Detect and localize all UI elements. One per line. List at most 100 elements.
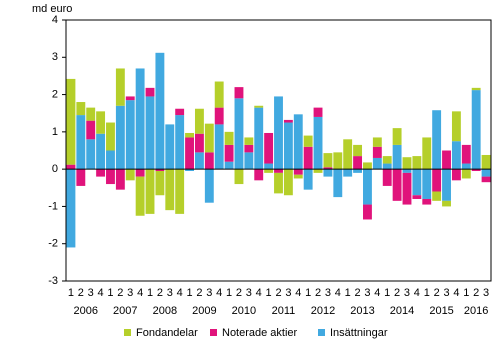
x-tick-label: 1 xyxy=(345,287,351,299)
x-tick-label: 1 xyxy=(424,287,430,299)
bar xyxy=(244,152,254,170)
legend-swatch xyxy=(124,329,131,336)
x-tick-label: 4 xyxy=(414,287,420,299)
bar xyxy=(442,150,451,170)
bar xyxy=(323,153,333,168)
x-tick-label: 2 xyxy=(315,287,321,299)
bar xyxy=(115,68,125,106)
bar xyxy=(274,172,283,194)
x-tick-label: 4 xyxy=(256,287,262,299)
bar xyxy=(96,133,106,170)
year-label: 2015 xyxy=(429,305,453,317)
bar xyxy=(76,115,86,170)
x-tick-label: 2 xyxy=(117,287,123,299)
bar xyxy=(363,169,372,205)
bar xyxy=(293,114,303,170)
x-tick-label: 1 xyxy=(68,287,74,299)
bar xyxy=(323,167,333,170)
bar xyxy=(264,169,274,173)
bar xyxy=(363,162,372,170)
bar xyxy=(343,139,353,170)
bar xyxy=(155,171,165,196)
year-label: 2012 xyxy=(311,305,335,317)
bar xyxy=(422,198,432,205)
bar xyxy=(254,105,264,108)
bar xyxy=(125,100,135,170)
bar xyxy=(442,200,451,207)
bar xyxy=(481,176,491,183)
legend-swatch xyxy=(210,329,217,336)
bar xyxy=(264,163,274,170)
bar xyxy=(86,120,96,140)
x-tick-label: 1 xyxy=(107,287,113,299)
bar xyxy=(106,169,115,185)
bar xyxy=(224,161,234,170)
bar xyxy=(303,146,313,170)
bar xyxy=(451,111,461,142)
bar xyxy=(145,87,155,97)
bar xyxy=(254,107,264,170)
year-label: 2009 xyxy=(192,305,216,317)
bar xyxy=(283,169,293,196)
bar xyxy=(461,163,471,170)
bar xyxy=(303,135,313,147)
x-tick-label: 1 xyxy=(226,287,232,299)
bar xyxy=(175,169,185,214)
bar xyxy=(402,172,412,205)
x-tick-label: 1 xyxy=(266,287,272,299)
bar xyxy=(461,144,471,164)
bar xyxy=(86,107,96,121)
bar xyxy=(471,87,481,91)
year-label: 2016 xyxy=(464,305,488,317)
bar xyxy=(442,169,451,201)
bar xyxy=(214,107,224,125)
x-tick-label: 3 xyxy=(246,287,252,299)
bar xyxy=(471,169,481,172)
bar xyxy=(86,139,96,170)
y-tick-label: 1 xyxy=(52,126,58,138)
bar xyxy=(274,96,283,170)
bar xyxy=(66,78,76,165)
bar xyxy=(125,96,135,101)
bar xyxy=(204,169,214,203)
x-tick-label: 1 xyxy=(305,287,311,299)
bar xyxy=(214,124,224,170)
x-tick-label: 3 xyxy=(364,287,370,299)
bar xyxy=(293,174,303,179)
bar xyxy=(392,144,402,170)
legend-label: Insättningar xyxy=(330,327,388,339)
x-tick-label: 3 xyxy=(404,287,410,299)
x-tick-label: 3 xyxy=(483,287,489,299)
plot-frame xyxy=(65,19,492,282)
bar xyxy=(155,52,165,170)
y-tick-label: 4 xyxy=(52,14,58,26)
bar xyxy=(66,164,76,170)
bar xyxy=(76,169,86,186)
bar xyxy=(353,144,363,157)
y-axis-label: md euro xyxy=(32,3,72,15)
bar xyxy=(382,156,392,164)
x-tick-label: 4 xyxy=(295,287,301,299)
bar xyxy=(353,169,363,173)
bar xyxy=(283,119,293,123)
year-label: 2011 xyxy=(272,305,296,317)
bar xyxy=(254,169,264,181)
bar xyxy=(194,133,204,153)
bar xyxy=(96,169,106,177)
bar xyxy=(234,87,244,99)
x-tick-label: 4 xyxy=(137,287,143,299)
year-label: 2006 xyxy=(74,305,98,317)
bar xyxy=(155,169,165,172)
x-tick-label: 2 xyxy=(473,287,479,299)
bar xyxy=(175,108,185,116)
x-tick-label: 1 xyxy=(186,287,192,299)
x-tick-label: 1 xyxy=(147,287,153,299)
bar xyxy=(185,169,194,172)
x-tick-label: 3 xyxy=(443,287,449,299)
y-tick-label: -3 xyxy=(48,275,58,287)
legend-swatch xyxy=(318,329,325,336)
x-tick-label: 4 xyxy=(453,287,459,299)
y-tick-label: 0 xyxy=(52,163,58,175)
bar xyxy=(313,107,323,117)
bar xyxy=(451,141,461,170)
